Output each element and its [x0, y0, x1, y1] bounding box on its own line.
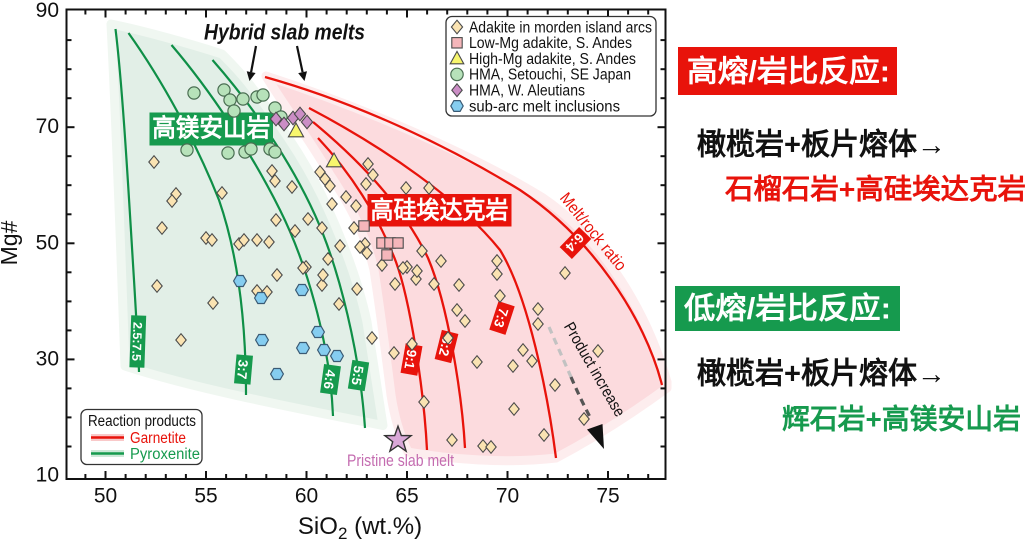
svg-text:Garnetite: Garnetite — [130, 430, 186, 447]
svg-text:75: 75 — [596, 485, 619, 508]
svg-text:90: 90 — [36, 0, 59, 22]
svg-text:30: 30 — [36, 347, 59, 370]
svg-text:高熔/岩比反应:: 高熔/岩比反应: — [687, 55, 890, 89]
svg-text:Reaction products: Reaction products — [88, 413, 196, 430]
svg-text:低熔/岩比反应:: 低熔/岩比反应: — [683, 292, 891, 326]
svg-text:高镁安山岩: 高镁安山岩 — [152, 114, 270, 143]
svg-text:2.5:7.5: 2.5:7.5 — [129, 322, 144, 361]
svg-text:橄榄岩+板片熔体→: 橄榄岩+板片熔体→ — [697, 357, 946, 391]
svg-text:Pyroxenite: Pyroxenite — [130, 446, 200, 463]
svg-text:Mg#: Mg# — [0, 220, 22, 265]
svg-text:High-Mg adakite, S. Andes: High-Mg adakite, S. Andes — [469, 51, 636, 68]
svg-text:Pristine slab melt: Pristine slab melt — [347, 452, 454, 470]
svg-text:3:7: 3:7 — [234, 359, 251, 380]
svg-text:55: 55 — [194, 485, 217, 508]
svg-text:Hybrid slab melts: Hybrid slab melts — [204, 20, 365, 45]
svg-text:4:6: 4:6 — [321, 369, 339, 391]
svg-text:SiO2 (wt.%): SiO2 (wt.%) — [298, 513, 422, 543]
svg-text:50: 50 — [94, 485, 117, 508]
svg-text:Adakite in morden island arcs: Adakite in morden island arcs — [469, 19, 652, 36]
svg-text:65: 65 — [395, 485, 418, 508]
svg-text:Low-Mg adakite, S. Andes: Low-Mg adakite, S. Andes — [469, 35, 632, 52]
svg-text:7:3: 7:3 — [491, 306, 511, 330]
svg-text:sub-arc melt inclusions: sub-arc melt inclusions — [469, 98, 620, 115]
svg-text:60: 60 — [295, 485, 318, 508]
svg-text:HMA, W. Aleutians: HMA, W. Aleutians — [469, 83, 585, 100]
svg-text:50: 50 — [36, 231, 59, 254]
svg-text:70: 70 — [36, 115, 59, 138]
svg-text:橄榄岩+板片熔体→: 橄榄岩+板片熔体→ — [697, 128, 946, 162]
svg-text:9:1: 9:1 — [401, 348, 419, 370]
svg-text:HMA, Setouchi, SE Japan: HMA, Setouchi, SE Japan — [469, 67, 631, 84]
svg-text:70: 70 — [496, 485, 519, 508]
svg-text:高硅埃达克岩: 高硅埃达克岩 — [371, 196, 509, 225]
svg-text:石榴石岩+高硅埃达克岩: 石榴石岩+高硅埃达克岩 — [724, 174, 1026, 205]
svg-text:5:5: 5:5 — [348, 365, 366, 387]
svg-text:辉石岩+高镁安山岩: 辉石岩+高镁安山岩 — [782, 404, 1021, 435]
svg-text:10: 10 — [36, 464, 59, 487]
